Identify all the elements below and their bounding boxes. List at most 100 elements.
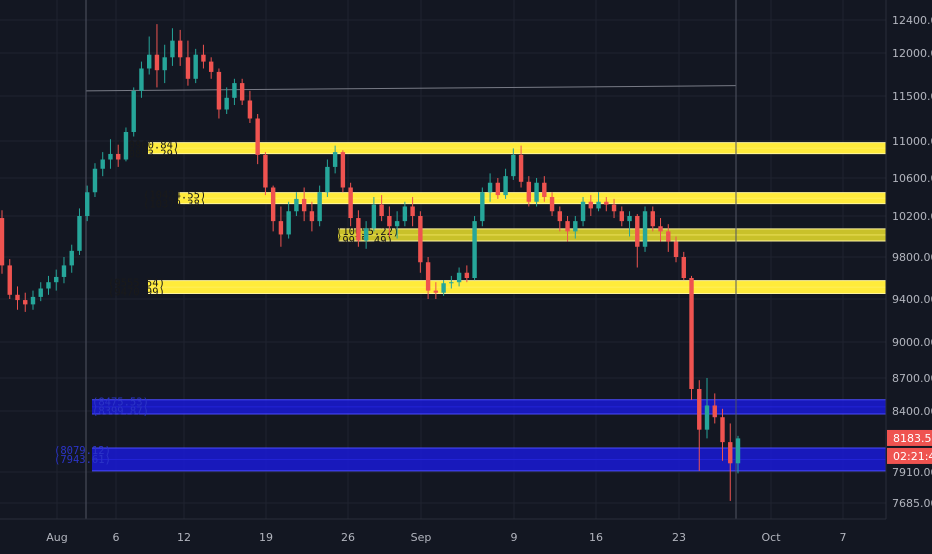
candle-body: [557, 211, 563, 222]
candle-body: [487, 182, 493, 193]
candle-body: [131, 90, 136, 132]
time-tick-label: 7: [840, 531, 847, 544]
candle-body: [325, 166, 330, 193]
candle-body: [635, 216, 640, 247]
candle-body: [38, 288, 43, 297]
zone-label-top: (10424.55): [143, 190, 206, 202]
candle-body: [456, 272, 462, 283]
price-tick-label: 9000.00: [892, 336, 932, 349]
time-axis[interactable]: [0, 519, 932, 550]
price-tick-label: 12000.00: [892, 47, 932, 60]
candle-body: [123, 132, 129, 160]
price-tick-label: 11000.00: [892, 135, 932, 148]
candle-body: [208, 61, 214, 72]
time-tick-label: 12: [177, 531, 191, 544]
candle-body: [294, 198, 299, 212]
candle-body: [332, 152, 338, 167]
zone-label-top: (9555.54): [108, 278, 165, 290]
candle-body: [239, 83, 245, 101]
candle-body: [363, 228, 369, 241]
time-tick-label: Sep: [411, 531, 432, 544]
candle-body: [611, 204, 617, 212]
price-tick-label: 9400.00: [892, 293, 932, 306]
candle-body: [526, 181, 532, 202]
candle-body: [580, 201, 586, 222]
candle-body: [116, 153, 121, 160]
candle-body: [232, 83, 237, 98]
zone-label-bottom: (9470.99): [108, 287, 165, 299]
candle-body: [441, 283, 446, 293]
candle-body: [77, 216, 82, 251]
candle-body: [712, 405, 717, 418]
candle-body: [100, 159, 105, 169]
time-tick-label: 26: [341, 531, 355, 544]
candle-body: [565, 221, 570, 232]
time-tick-label: 16: [589, 531, 603, 544]
candle-body: [658, 226, 663, 232]
candle-body: [278, 221, 284, 235]
candle-body: [464, 272, 470, 278]
last-price-label: 8183.51: [893, 432, 932, 445]
candle-body: [348, 187, 353, 219]
candle-body: [309, 211, 315, 222]
zone-label-top: (8475.53): [92, 397, 149, 409]
candle-body: [340, 152, 346, 188]
candle-body: [697, 389, 702, 430]
candle-body: [54, 276, 59, 283]
candle-body: [518, 154, 524, 182]
time-tick-label: 9: [511, 531, 518, 544]
price-tick-label: 11500.00: [892, 90, 932, 103]
price-tick-label: 7910.00: [892, 466, 932, 479]
trend-line: [85, 85, 737, 92]
zone-label-bottom: (10379.38): [143, 199, 206, 211]
candle-body: [177, 40, 183, 58]
price-tick-label: 10200.00: [892, 210, 932, 223]
candle-body: [480, 192, 485, 222]
candle-body: [193, 54, 198, 79]
candle-body: [69, 250, 74, 266]
candle-body: [472, 221, 477, 278]
zone-label-bottom: (9975.49): [336, 235, 393, 247]
candle-body: [619, 211, 624, 222]
candle-body: [735, 438, 741, 464]
candle-body: [720, 417, 725, 443]
candle-body: [650, 211, 655, 227]
candle-body: [449, 282, 454, 284]
candle-body: [604, 201, 609, 205]
candle-body: [61, 265, 67, 277]
candle-body: [162, 57, 167, 71]
candle-body: [689, 278, 694, 389]
candle-body: [371, 204, 377, 229]
candle-body: [263, 154, 268, 188]
candle-body: [503, 176, 508, 196]
candle-body: [46, 282, 51, 289]
time-tick-label: 23: [672, 531, 686, 544]
candle-body: [410, 206, 415, 216]
candle-body: [7, 265, 12, 295]
candle-body: [185, 57, 191, 79]
last-price-badge: [887, 429, 932, 446]
candle-body: [387, 216, 392, 227]
candle-body: [92, 168, 98, 193]
candle-body: [394, 221, 400, 227]
price-tick-label: 10600.00: [892, 172, 932, 185]
time-tick-label: 6: [113, 531, 120, 544]
candle-body: [425, 262, 431, 291]
candle-body: [85, 192, 90, 216]
candle-body: [673, 241, 679, 257]
candle-body: [30, 296, 36, 305]
candle-body: [418, 216, 423, 263]
candle-body: [511, 154, 516, 177]
candle-body: [270, 187, 276, 222]
candle-body: [588, 201, 593, 209]
time-tick-label: Oct: [761, 531, 781, 544]
candle-body: [301, 198, 307, 212]
candle-body: [402, 206, 408, 222]
candle-body: [542, 182, 547, 197]
zone-label-top: (10960.84): [116, 140, 179, 152]
candle-body: [573, 221, 578, 232]
candle-body: [681, 257, 686, 278]
countdown-badge: [887, 447, 932, 464]
